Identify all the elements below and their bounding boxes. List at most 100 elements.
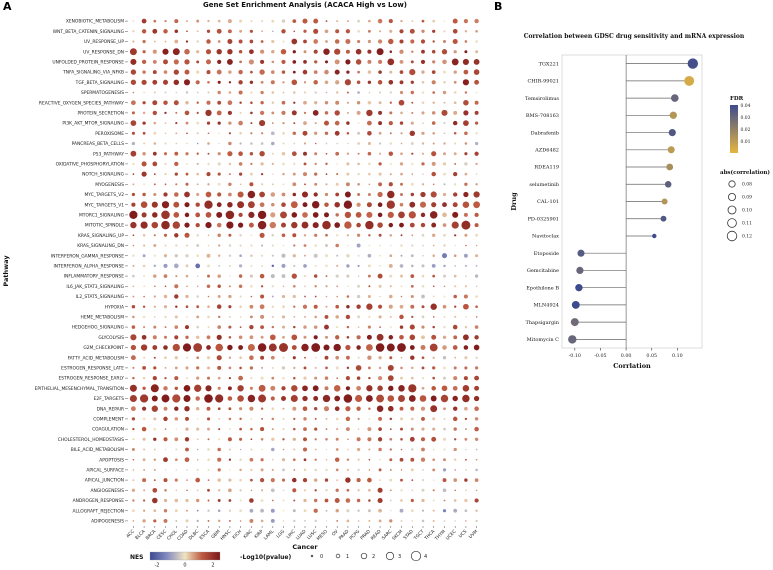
gsea-dot: [152, 497, 158, 504]
gsea-dot: [174, 498, 179, 503]
gsea-dot: [464, 162, 468, 166]
gsea-dot: [291, 110, 297, 116]
gsea-dot: [368, 519, 371, 522]
gsea-dot: [250, 142, 253, 145]
gsea-dot: [388, 120, 393, 126]
x-tick-label: -0.05: [594, 353, 606, 359]
gsea-dot: [282, 325, 285, 329]
gsea-dot: [463, 253, 468, 258]
gsea-dot: [270, 192, 276, 197]
gsea-dot: [302, 406, 308, 412]
gsea-dot: [301, 221, 309, 229]
gsea-dot: [250, 478, 253, 482]
gsea-dot: [379, 152, 382, 155]
gsea-dot: [376, 405, 384, 412]
gsea-dot: [205, 385, 212, 392]
gsea-dot: [346, 274, 350, 278]
gsea-dot: [175, 142, 178, 145]
gsea-dot: [400, 469, 403, 471]
gsea-dot: [443, 499, 446, 502]
gsea-dot: [142, 50, 146, 54]
gsea-dot: [130, 406, 136, 412]
gsea-dot: [183, 384, 191, 392]
gsea-dot: [129, 394, 137, 403]
gsea-dot: [196, 111, 199, 115]
gsea-dot: [463, 191, 469, 198]
gsea-dot: [377, 59, 383, 65]
gsea-dot: [271, 101, 275, 104]
gsea-dot: [205, 49, 212, 55]
gsea-dot: [153, 192, 157, 197]
gsea-dot: [399, 457, 404, 462]
gsea-dot: [314, 489, 317, 492]
gsea-dot: [270, 131, 275, 136]
gsea-dot: [281, 29, 286, 34]
gsea-dot: [132, 315, 135, 319]
cancer-label: CESC: [155, 529, 168, 542]
drug-label: CHIR-99021: [527, 79, 559, 85]
gsea-dot: [303, 427, 307, 431]
gsea-dot: [174, 356, 178, 360]
gsea-dot: [464, 50, 468, 54]
gsea-dot: [454, 315, 457, 319]
gsea-dot: [367, 295, 371, 298]
gsea-dot: [304, 275, 306, 277]
gsea-dot: [249, 182, 254, 187]
gsea-dot: [249, 324, 254, 330]
gsea-dot: [324, 69, 329, 75]
gsea-dot: [368, 499, 371, 502]
gsea-dot: [421, 49, 425, 54]
gsea-dot: [474, 426, 479, 432]
gsea-dot: [324, 376, 329, 380]
gsea-dot: [257, 210, 267, 220]
gsea-dot: [419, 201, 427, 208]
gsea-dot: [356, 437, 361, 442]
gsea-dot: [205, 222, 212, 229]
gsea-dot: [323, 120, 330, 126]
gsea-dot: [346, 468, 349, 471]
gsea-dot: [325, 417, 328, 420]
gsea-dot: [400, 274, 403, 278]
gsea-dot: [142, 264, 146, 268]
gsea-dot: [153, 427, 157, 431]
gsea-dot: [175, 275, 178, 278]
gsea-dot: [185, 101, 189, 105]
gsea-dot: [345, 182, 350, 187]
gsea-dot: [335, 274, 339, 278]
gsea-dot: [475, 489, 478, 492]
gsea-dot: [302, 395, 308, 402]
gsea-dot: [325, 489, 328, 492]
gsea-dot: [366, 120, 372, 126]
gsea-dot: [336, 264, 339, 267]
gsea-dot: [304, 285, 306, 288]
gsea-dot: [207, 366, 210, 370]
gsea-dot: [186, 469, 188, 471]
gsea-dot: [282, 305, 285, 309]
gsea-dot: [334, 201, 340, 208]
gsea-dot: [303, 81, 307, 84]
gsea-dot: [420, 39, 426, 44]
gsea-dot: [303, 498, 307, 503]
gsea-dot: [164, 285, 167, 288]
gsea-dot: [164, 91, 167, 94]
cancer-label: TGCT: [412, 528, 426, 542]
drug-dot: [652, 233, 657, 239]
gsea-dot: [282, 427, 285, 431]
gsea-dot: [378, 142, 382, 145]
gsea-dot: [250, 418, 253, 420]
gsea-dot: [175, 244, 178, 247]
gsea-dot: [259, 191, 265, 198]
gsea-dot: [280, 48, 287, 55]
gsea-dot: [174, 478, 178, 482]
gsea-dot: [281, 458, 286, 462]
gsea-dot: [185, 366, 189, 370]
gsea-dot: [139, 394, 149, 403]
gsea-dot: [260, 244, 264, 247]
gsea-dot: [206, 172, 211, 177]
gsea-dot: [336, 142, 338, 145]
gsea-dot: [249, 172, 253, 176]
gsea-dot: [325, 428, 328, 430]
gsea-dot: [163, 498, 168, 503]
gsea-dot: [196, 418, 199, 420]
size-legend-circle: [727, 218, 737, 228]
